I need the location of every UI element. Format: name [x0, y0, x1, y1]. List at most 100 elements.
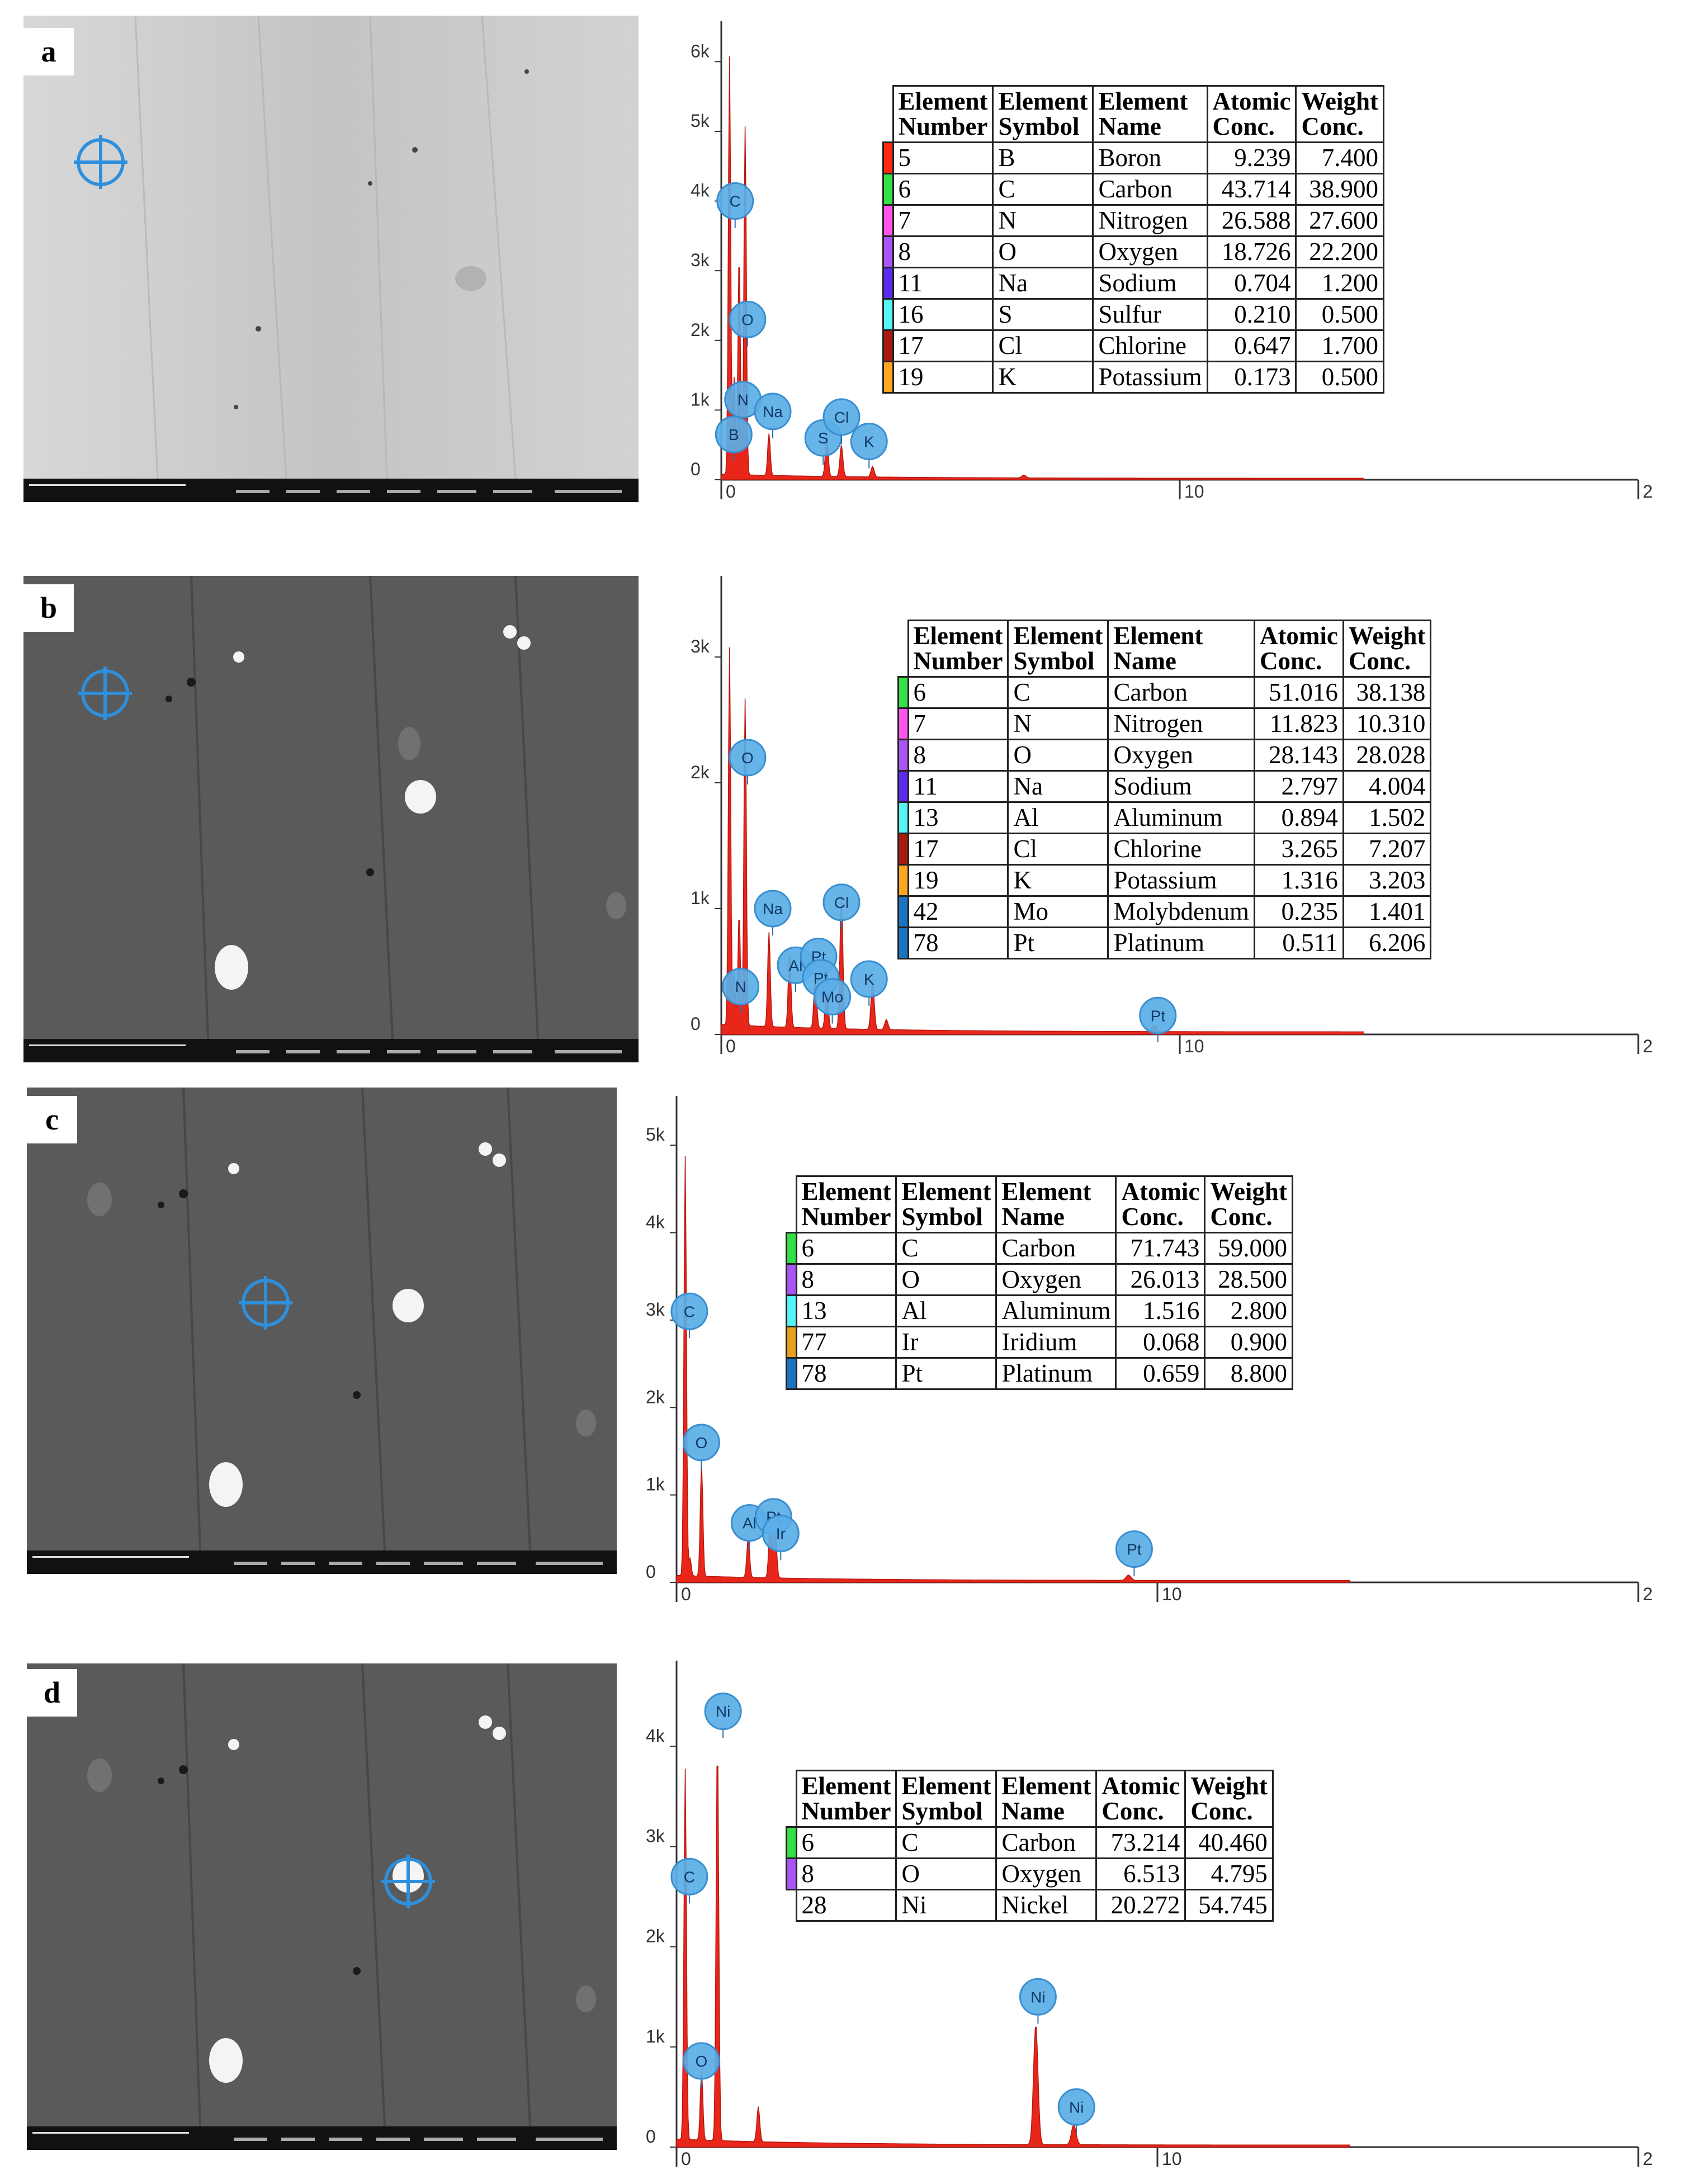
element-marker: Pt	[1115, 1530, 1153, 1576]
edx-spectrum: 0 10 2 4k 3k 2k 1k 0 Ni C O Ni Ni	[621, 1655, 1661, 2169]
cell-name: Aluminum	[1107, 801, 1255, 834]
cell-num: 17	[907, 833, 1009, 866]
table-header: Element Name	[995, 1770, 1098, 1828]
color-swatch	[786, 1326, 796, 1359]
cell-weight: 4.795	[1184, 1857, 1274, 1890]
element-marker-label: C	[684, 1868, 695, 1885]
cell-weight: 22.200	[1295, 235, 1384, 268]
sem-image	[23, 16, 639, 502]
table-row: 5 B Boron 9.239 7.400	[882, 141, 1384, 174]
sem-info-bar	[27, 1550, 617, 1574]
cell-sym: Pt	[1007, 926, 1109, 959]
cell-num: 77	[795, 1326, 897, 1359]
y-tick-label: 3k	[691, 636, 710, 656]
cell-sym: Cl	[1007, 833, 1109, 866]
edx-spectrum: 0 10 2 3k 2k 1k 0 O Na Cl N Al Pt Pt Mo K Pt	[671, 570, 1653, 1057]
cell-name: Chlorine	[1107, 833, 1255, 866]
color-swatch	[897, 833, 908, 866]
cell-num: 19	[892, 361, 994, 394]
cell-weight: 0.500	[1295, 361, 1384, 394]
y-tick-label: 2k	[646, 1926, 665, 1946]
element-marker-label: Cl	[834, 894, 849, 911]
sem-info-bar	[27, 2126, 617, 2150]
element-marker-label: C	[730, 193, 741, 210]
element-marker-label: Pt	[1127, 1541, 1142, 1558]
table-header: Element Number	[795, 1175, 897, 1233]
table-header: Element Name	[1107, 620, 1255, 678]
element-marker: Ni	[1057, 2088, 1095, 2134]
element-marker-label: Na	[763, 403, 783, 420]
cell-name: Platinum	[995, 1357, 1117, 1390]
y-tick-label: 0	[691, 1014, 701, 1034]
cell-sym: C	[895, 1826, 997, 1859]
table-header: Element Number	[795, 1770, 897, 1828]
color-swatch	[786, 1357, 796, 1390]
panel-label: c	[27, 1096, 77, 1143]
element-marker-label: Cl	[834, 409, 849, 426]
element-marker-label: N	[735, 978, 746, 996]
cell-weight: 59.000	[1204, 1232, 1293, 1265]
cell-sym: Ir	[895, 1326, 997, 1359]
cell-num: 17	[892, 329, 994, 362]
cell-sym: O	[895, 1263, 997, 1296]
color-swatch	[882, 329, 893, 362]
cell-num: 8	[795, 1263, 897, 1296]
element-marker-label: Ni	[1069, 2098, 1084, 2116]
table-row: 6 C Carbon 43.714 38.900	[882, 173, 1384, 206]
cell-atomic: 51.016	[1253, 676, 1344, 709]
cell-atomic: 1.516	[1115, 1294, 1206, 1327]
element-marker-label: K	[864, 433, 874, 450]
cell-num: 6	[892, 173, 994, 206]
element-marker: N	[722, 968, 760, 1014]
table-row: 6 C Carbon 51.016 38.138	[897, 676, 1432, 709]
element-marker-label: C	[684, 1303, 695, 1320]
table-header: Atomic Conc.	[1095, 1770, 1186, 1828]
cell-atomic: 18.726	[1206, 235, 1297, 268]
table-header: Element Number	[907, 620, 1009, 678]
x-tick-label: 2	[1643, 481, 1653, 502]
table-row: 8 O Oxygen 18.726 22.200	[882, 235, 1384, 268]
color-swatch	[882, 173, 893, 206]
sem-image	[27, 1088, 617, 1574]
table-row: 78 Pt Platinum 0.659 8.800	[786, 1357, 1293, 1390]
cell-name: Molybdenum	[1107, 895, 1255, 928]
color-swatch	[897, 801, 908, 834]
cell-num: 28	[795, 1889, 897, 1922]
cell-weight: 1.502	[1342, 801, 1432, 834]
x-tick-label: 10	[1162, 2149, 1182, 2169]
cell-num: 7	[892, 204, 994, 237]
cell-weight: 6.206	[1342, 926, 1432, 959]
element-marker: Pt	[802, 959, 840, 1005]
table-row: 28 Ni Nickel 20.272 54.745	[787, 1889, 1274, 1922]
color-swatch	[787, 1890, 797, 1921]
y-tick-label: 5k	[646, 1124, 665, 1145]
spectrum-area	[676, 1765, 1350, 2148]
cell-atomic: 6.513	[1095, 1857, 1186, 1890]
y-tick-label: 1k	[691, 888, 710, 908]
cell-weight: 8.800	[1204, 1357, 1293, 1390]
table-row: 42 Mo Molybdenum 0.235 1.401	[897, 895, 1432, 928]
color-swatch	[897, 676, 908, 709]
panel-label: a	[23, 28, 74, 75]
element-marker: O	[682, 2042, 720, 2088]
element-marker-label: N	[738, 391, 749, 409]
table-header: Atomic Conc.	[1253, 620, 1344, 678]
element-table: Element Number Element Symbol Element Name…	[897, 620, 1432, 959]
color-swatch	[897, 739, 908, 772]
cell-atomic: 0.894	[1253, 801, 1344, 834]
y-tick-label: 3k	[646, 1826, 665, 1846]
cell-name: Carbon	[1092, 173, 1208, 206]
cell-name: Carbon	[995, 1232, 1117, 1265]
cell-num: 16	[892, 298, 994, 331]
element-marker: Cl	[822, 883, 861, 929]
cell-sym: Mo	[1007, 895, 1109, 928]
cell-atomic: 71.743	[1115, 1232, 1206, 1265]
cell-atomic: 73.214	[1095, 1826, 1186, 1859]
x-tick-label: 10	[1184, 1036, 1204, 1056]
cell-atomic: 43.714	[1206, 173, 1297, 206]
color-swatch	[882, 298, 893, 331]
x-tick-label: 0	[681, 2149, 691, 2169]
sem-texture	[27, 1663, 617, 2126]
element-marker-label: Ir	[776, 1525, 786, 1542]
cell-name: Potassium	[1107, 864, 1255, 897]
